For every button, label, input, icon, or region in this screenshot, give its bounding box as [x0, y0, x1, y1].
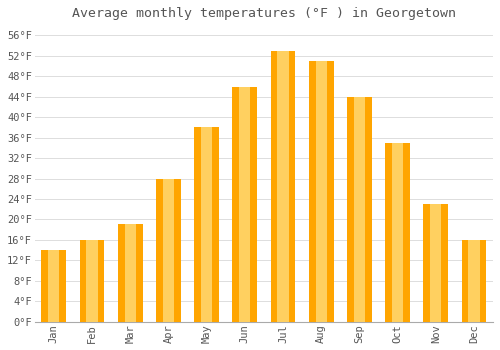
- Bar: [232, 86, 257, 322]
- Bar: [124, 224, 136, 322]
- Bar: [194, 127, 219, 322]
- Bar: [424, 204, 448, 322]
- Title: Average monthly temperatures (°F ) in Georgetown: Average monthly temperatures (°F ) in Ge…: [72, 7, 456, 20]
- Bar: [392, 143, 403, 322]
- Bar: [48, 250, 60, 322]
- Bar: [385, 143, 410, 322]
- Bar: [468, 240, 479, 322]
- Bar: [278, 51, 288, 322]
- Bar: [316, 61, 327, 322]
- Bar: [86, 240, 98, 322]
- Bar: [163, 178, 174, 322]
- Bar: [156, 178, 181, 322]
- Bar: [270, 51, 295, 322]
- Bar: [201, 127, 212, 322]
- Bar: [354, 97, 365, 322]
- Bar: [347, 97, 372, 322]
- Bar: [239, 86, 250, 322]
- Bar: [42, 250, 66, 322]
- Bar: [309, 61, 334, 322]
- Bar: [118, 224, 142, 322]
- Bar: [80, 240, 104, 322]
- Bar: [430, 204, 442, 322]
- Bar: [462, 240, 486, 322]
